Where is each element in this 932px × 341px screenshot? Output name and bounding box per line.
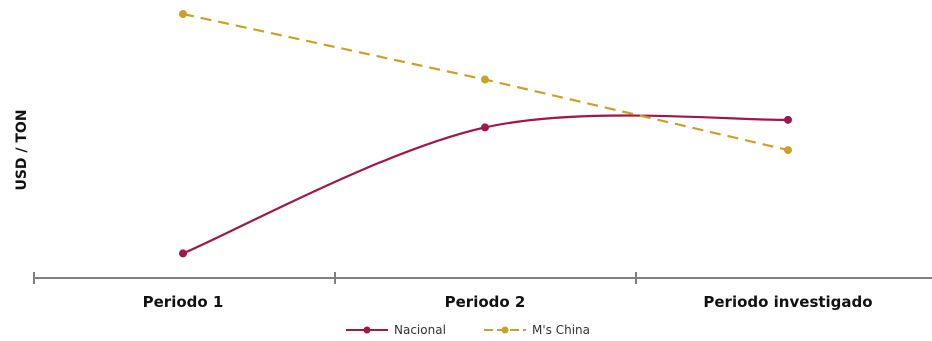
x-tick-label-periodo-investigado: Periodo investigado [703,293,872,311]
point-nacional-periodo-1 [179,249,187,258]
legend-label-nacional: Nacional [394,323,446,337]
y-axis-label: USD / TON [14,109,30,190]
series-line-nacional [182,114,789,255]
point-nacional-periodo-investigado [784,115,792,124]
point-nacional-periodo-2 [481,123,489,132]
point-m-s-china-periodo-2 [481,75,489,84]
legend-marker-nacional [363,326,371,334]
legend-label-m-s-china: M's China [532,323,590,337]
x-tick-labels: Periodo 1 Periodo 2 Periodo investigado [143,293,873,311]
plot-area [179,10,792,258]
point-m-s-china-periodo-1 [179,10,187,18]
legend-marker-m-s-china [501,326,509,334]
x-tick-label-periodo-1: Periodo 1 [143,293,224,311]
point-m-s-china-periodo-investigado [784,146,792,155]
x-axis [33,272,932,284]
legend: Nacional M's China [346,323,590,337]
x-tick-label-periodo-2: Periodo 2 [445,293,526,311]
